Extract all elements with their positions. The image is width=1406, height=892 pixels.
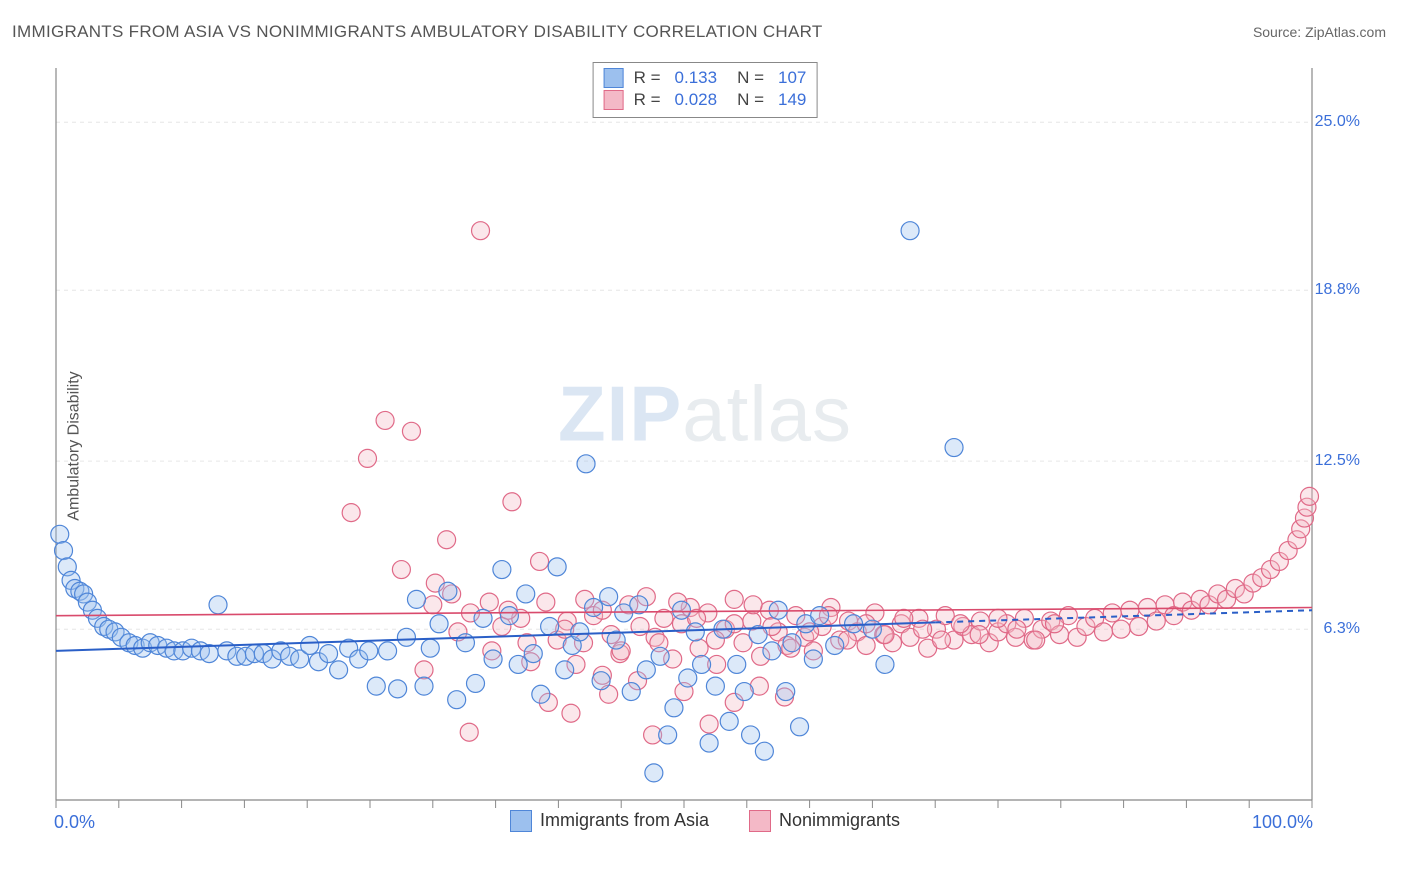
r-value-asia: 0.133 (675, 67, 718, 89)
series-legend: Immigrants from Asia Nonimmigrants (50, 810, 1360, 832)
legend-label-asia: Immigrants from Asia (540, 810, 709, 830)
legend-label-nonimm: Nonimmigrants (779, 810, 900, 830)
source-prefix: Source: (1253, 24, 1305, 40)
n-value-asia: 107 (778, 67, 806, 89)
source-link[interactable]: ZipAtlas.com (1305, 24, 1386, 40)
r-label: R = (634, 89, 661, 111)
n-value-nonimm: 149 (778, 89, 806, 111)
y-tick-label: 12.5% (1315, 452, 1360, 470)
y-tick-label: 18.8% (1315, 281, 1360, 299)
chart-container: IMMIGRANTS FROM ASIA VS NONIMMIGRANTS AM… (0, 0, 1406, 892)
legend-item-asia: Immigrants from Asia (510, 810, 709, 832)
source-attribution: Source: ZipAtlas.com (1253, 24, 1386, 40)
n-label: N = (737, 89, 764, 111)
r-value-nonimm: 0.028 (675, 89, 718, 111)
n-label: N = (737, 67, 764, 89)
legend-swatch-asia-bottom (510, 810, 532, 832)
y-tick-label: 25.0% (1315, 113, 1360, 131)
legend-swatch-nonimm-bottom (749, 810, 771, 832)
legend-row-asia: R = 0.133 N = 107 (604, 67, 807, 89)
correlation-legend: R = 0.133 N = 107 R = 0.028 N = 149 (593, 62, 818, 118)
legend-swatch-nonimm (604, 90, 624, 110)
chart-area: ZIPatlas R = 0.133 N = 107 R = 0.028 N =… (50, 60, 1360, 830)
y-tick-label: 6.3% (1324, 620, 1360, 638)
r-label: R = (634, 67, 661, 89)
legend-item-nonimm: Nonimmigrants (749, 810, 900, 832)
legend-row-nonimm: R = 0.028 N = 149 (604, 89, 807, 111)
scatter-plot-svg (50, 60, 1360, 830)
legend-swatch-asia (604, 68, 624, 88)
chart-title: IMMIGRANTS FROM ASIA VS NONIMMIGRANTS AM… (12, 22, 823, 42)
